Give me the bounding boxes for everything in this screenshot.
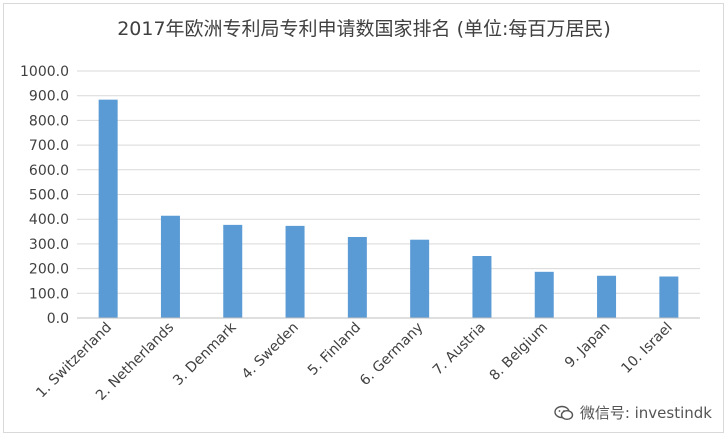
x-tick-label: 10. Israel (618, 320, 675, 377)
x-tick-label: 9. Japan (562, 320, 614, 372)
y-tick-label: 700.0 (29, 138, 69, 154)
wechat-icon (554, 405, 574, 420)
y-tick-label: 400.0 (29, 212, 69, 228)
watermark: 微信号: investindk (554, 402, 712, 423)
x-tick-label: 4. Sweden (239, 320, 302, 383)
bar (98, 99, 118, 318)
x-tick-label: 6. Germany (357, 320, 426, 389)
y-tick-label: 300.0 (29, 237, 69, 253)
y-tick-label: 0.0 (47, 311, 69, 327)
bars (98, 99, 679, 318)
bar (285, 225, 305, 318)
chart-title: 2017年欧洲专利局专利申请数国家排名 (单位:每百万居民) (117, 18, 611, 40)
gridlines (77, 70, 700, 294)
watermark-text: 微信号: investindk (579, 404, 712, 422)
y-axis-ticks: 0.0 100.0 200.0 300.0 400.0 500.0 600.0 700.0 80… (20, 64, 69, 327)
bar (597, 275, 617, 318)
chart-frame (3, 3, 724, 433)
y-tick-label: 900.0 (29, 89, 69, 105)
x-tick-label: 5. Finland (305, 320, 364, 379)
bar (223, 224, 243, 318)
x-tick-label: 3. Denmark (170, 319, 240, 389)
y-tick-label: 500.0 (29, 188, 69, 204)
y-tick-label: 200.0 (29, 262, 69, 278)
bar (347, 236, 367, 318)
bar (410, 239, 430, 318)
x-tick-label: 7. Austria (430, 320, 489, 379)
bar (659, 276, 679, 318)
y-tick-label: 100.0 (29, 286, 69, 302)
x-tick-label: 8. Belgium (487, 320, 551, 384)
y-tick-label: 1000.0 (20, 64, 69, 80)
bar (472, 256, 492, 318)
y-tick-label: 600.0 (29, 163, 69, 179)
bar (160, 215, 180, 318)
y-tick-label: 800.0 (29, 113, 69, 129)
bar (534, 271, 554, 318)
